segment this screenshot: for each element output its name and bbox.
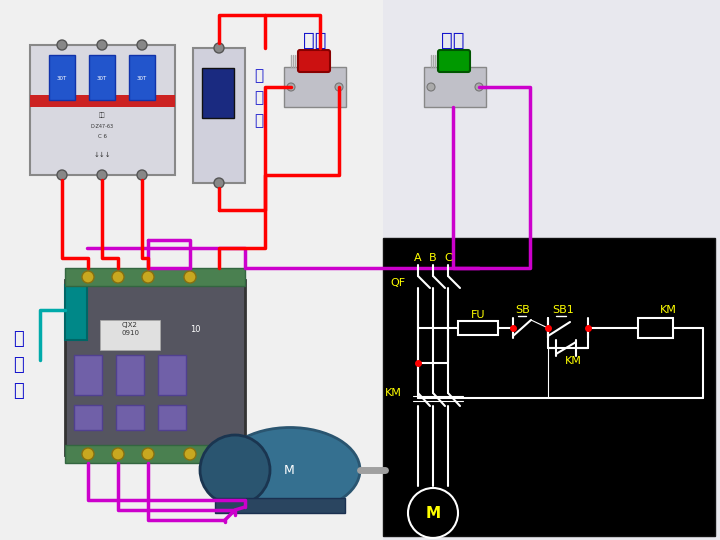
Circle shape bbox=[184, 271, 196, 283]
Text: ↓↓↓: ↓↓↓ bbox=[93, 152, 111, 158]
FancyBboxPatch shape bbox=[298, 50, 330, 72]
Circle shape bbox=[184, 448, 196, 460]
Circle shape bbox=[475, 83, 483, 91]
Text: KM: KM bbox=[384, 388, 402, 398]
Bar bbox=[116, 355, 144, 395]
Text: QF: QF bbox=[390, 278, 405, 288]
Text: 10: 10 bbox=[190, 326, 200, 334]
Text: 30T: 30T bbox=[137, 76, 147, 80]
Bar bbox=[89, 55, 115, 100]
Text: 30T: 30T bbox=[97, 76, 107, 80]
Bar bbox=[0, 0, 383, 540]
Circle shape bbox=[287, 83, 295, 91]
Bar bbox=[284, 67, 346, 107]
Circle shape bbox=[142, 271, 154, 283]
Circle shape bbox=[112, 448, 124, 460]
Text: B: B bbox=[429, 253, 437, 263]
Bar bbox=[158, 405, 186, 430]
Circle shape bbox=[82, 448, 94, 460]
Text: 接
触
器: 接 触 器 bbox=[13, 329, 23, 400]
Circle shape bbox=[57, 40, 67, 50]
Circle shape bbox=[97, 170, 107, 180]
Bar bbox=[49, 55, 75, 100]
Bar bbox=[158, 355, 186, 395]
Circle shape bbox=[97, 40, 107, 50]
Bar bbox=[100, 320, 160, 350]
Text: 0910: 0910 bbox=[121, 330, 139, 336]
Text: FU: FU bbox=[471, 310, 485, 320]
Text: C: C bbox=[444, 253, 452, 263]
Circle shape bbox=[335, 83, 343, 91]
Bar bbox=[65, 285, 87, 340]
Bar bbox=[65, 445, 245, 463]
Text: 断
路
器: 断 路 器 bbox=[254, 68, 263, 127]
Bar bbox=[74, 405, 102, 430]
Bar bbox=[458, 321, 498, 335]
Bar bbox=[424, 67, 486, 107]
Bar bbox=[383, 238, 715, 536]
Text: 30T: 30T bbox=[57, 76, 67, 80]
Circle shape bbox=[142, 448, 154, 460]
Bar bbox=[65, 268, 245, 286]
Text: M: M bbox=[426, 505, 441, 521]
Circle shape bbox=[214, 43, 224, 53]
Text: D-Z47-63: D-Z47-63 bbox=[91, 125, 114, 130]
Bar bbox=[215, 498, 345, 513]
Circle shape bbox=[427, 83, 435, 91]
Bar bbox=[74, 355, 102, 395]
Bar bbox=[65, 280, 245, 455]
Text: 停止: 停止 bbox=[303, 30, 327, 50]
Circle shape bbox=[112, 271, 124, 283]
Bar bbox=[638, 318, 673, 338]
Text: SB: SB bbox=[516, 305, 531, 315]
Bar bbox=[202, 68, 234, 118]
Text: CJX2: CJX2 bbox=[122, 322, 138, 328]
Circle shape bbox=[137, 170, 147, 180]
Ellipse shape bbox=[220, 428, 360, 512]
Text: 启动: 启动 bbox=[441, 30, 464, 50]
Bar bbox=[193, 48, 245, 183]
Circle shape bbox=[214, 178, 224, 188]
Circle shape bbox=[137, 40, 147, 50]
Text: KM: KM bbox=[660, 305, 676, 315]
Text: KM: KM bbox=[564, 356, 582, 366]
Bar bbox=[30, 95, 175, 107]
Text: SB1: SB1 bbox=[552, 305, 574, 315]
FancyBboxPatch shape bbox=[438, 50, 470, 72]
Circle shape bbox=[200, 435, 270, 505]
Bar bbox=[30, 45, 175, 175]
Text: 用电: 用电 bbox=[99, 112, 105, 118]
Bar bbox=[129, 55, 155, 100]
Text: M: M bbox=[284, 463, 294, 476]
Text: A: A bbox=[414, 253, 422, 263]
Circle shape bbox=[82, 271, 94, 283]
Text: C 6: C 6 bbox=[97, 133, 107, 138]
Bar bbox=[116, 405, 144, 430]
Circle shape bbox=[57, 170, 67, 180]
